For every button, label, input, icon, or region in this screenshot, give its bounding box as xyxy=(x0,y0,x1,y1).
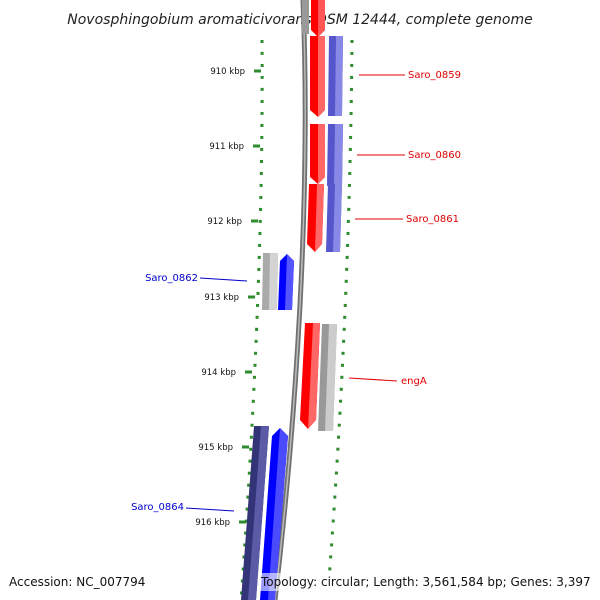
kbp-tick-mark xyxy=(245,370,252,374)
saro-0860-box-highlight xyxy=(318,124,325,184)
kbp-label: 912 kbp xyxy=(207,217,242,227)
gene-label-leader-line xyxy=(348,377,398,382)
top-gene-forward-highlight xyxy=(318,0,325,37)
kbp-tick-mark xyxy=(242,445,249,449)
kbp-tick-mark xyxy=(248,295,255,299)
saro-0860-pair-highlight xyxy=(334,124,343,186)
saro-0861-pair-highlight xyxy=(333,184,342,252)
gene-label-saro-0860[interactable]: Saro_0860 xyxy=(408,150,461,161)
kbp-label: 915 kbp xyxy=(198,443,233,453)
gene-label-leader-line xyxy=(185,507,235,512)
saro-0859-box-highlight xyxy=(318,36,325,117)
gene-label-enga[interactable]: engA xyxy=(401,376,427,387)
kbp-tick-mark xyxy=(239,520,246,524)
gene-label-saro-0862[interactable]: Saro_0862 xyxy=(145,273,198,284)
enga-box-highlight xyxy=(308,323,320,429)
kbp-label: 916 kbp xyxy=(195,518,230,528)
gene-labels: Saro_0859 Saro_0860 Saro_0861 Saro_0862 engA… xyxy=(131,70,461,513)
gene-label-saro-0859[interactable]: Saro_0859 xyxy=(408,70,461,81)
kbp-label: 914 kbp xyxy=(201,368,236,378)
saro-0864-pair-highlight xyxy=(248,426,269,600)
gene-label-saro-0861[interactable]: Saro_0861 xyxy=(406,214,459,225)
saro-0862-box-highlight xyxy=(285,254,294,310)
kbp-ticks: 910 kbp 911 kbp 912 kbp 913 kbp 914 kbp 915 k… xyxy=(195,67,261,528)
kbp-label: 911 kbp xyxy=(209,142,244,152)
kbp-tick-mark xyxy=(254,69,261,73)
kbp-tick-mark xyxy=(253,144,260,148)
saro-0862-pair-highlight xyxy=(269,253,278,310)
topology-text: Topology: circular; Length: 3,561,584 bp… xyxy=(260,575,591,589)
saro-0861-box-highlight xyxy=(315,184,324,252)
saro-0864-box-highlight xyxy=(268,428,288,600)
gene-features xyxy=(241,0,343,600)
saro-0859-pair-highlight xyxy=(335,36,343,116)
kbp-label: 910 kbp xyxy=(210,67,245,77)
kbp-label: 913 kbp xyxy=(204,293,239,303)
enga-pair-highlight xyxy=(325,324,337,431)
footer-backdrop xyxy=(258,573,594,591)
top-gene-shadow xyxy=(302,0,309,34)
map-title: Novosphingobium aromaticivorans DSM 1244… xyxy=(67,12,532,28)
gene-label-leader-line xyxy=(199,277,248,282)
gene-label-saro-0864[interactable]: Saro_0864 xyxy=(131,502,184,513)
outer-tick-column xyxy=(327,39,354,581)
accession-text: Accession: NC_007794 xyxy=(9,575,145,589)
genome-backbone xyxy=(272,0,308,600)
kbp-tick-mark xyxy=(251,219,258,223)
